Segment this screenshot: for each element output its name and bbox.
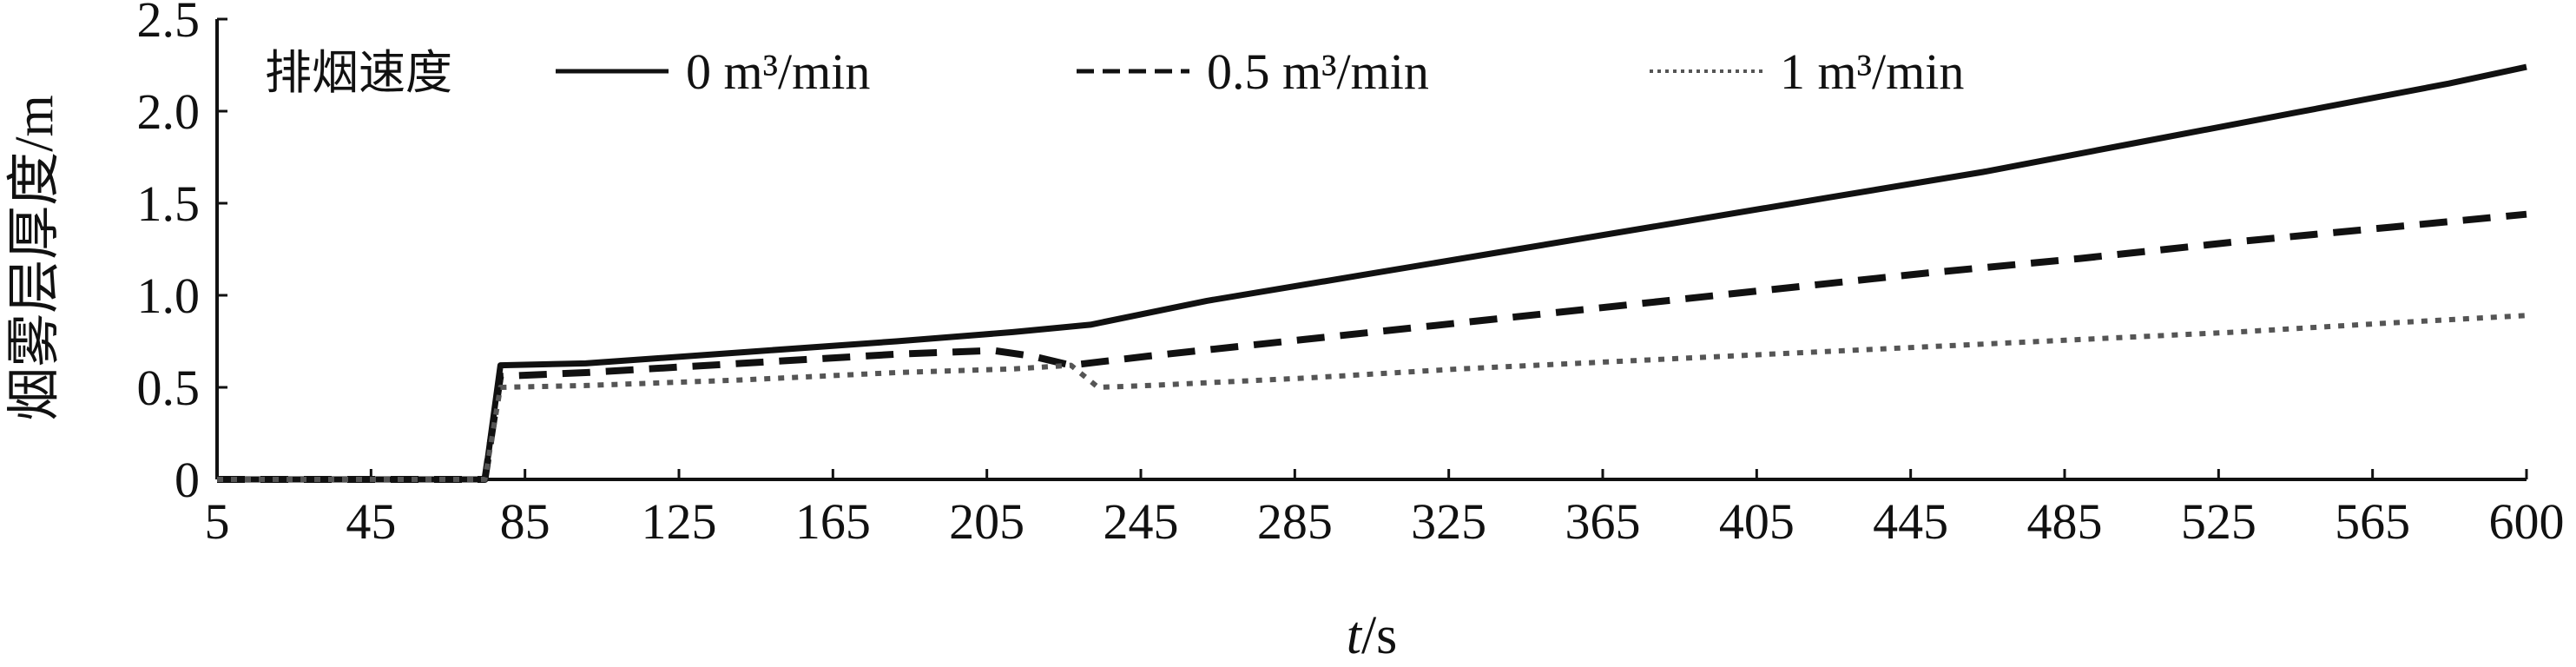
x-tick-label: 125: [642, 493, 717, 550]
x-tick-label: 365: [1565, 493, 1641, 550]
x-tick-label: 205: [949, 493, 1024, 550]
y-tick-label: 2.5: [137, 0, 201, 48]
y-tick-label: 1.5: [137, 175, 201, 232]
x-tick-label: 85: [500, 493, 550, 550]
series-line-solid: [217, 63, 2527, 483]
legend: 排烟速度 0 m³/min 0.5 m³/min 1 m³/min: [265, 43, 1964, 100]
x-axis-label-symbol: t: [1347, 606, 1363, 665]
legend-label: 0 m³/min: [686, 43, 870, 100]
x-tick-label: 245: [1104, 493, 1179, 550]
y-tick-label: 2.0: [137, 83, 201, 140]
x-tick-label: 600: [2489, 493, 2565, 550]
series-lines: [217, 63, 2527, 483]
x-axis-label: t/s: [1347, 606, 1398, 665]
x-tick-label: 45: [346, 493, 396, 550]
legend-label: 0.5 m³/min: [1207, 43, 1429, 100]
x-tick-label: 405: [1719, 493, 1795, 550]
x-tick-label: 325: [1411, 493, 1486, 550]
legend-title: 排烟速度: [265, 45, 452, 100]
x-tick-label: 445: [1873, 493, 1948, 550]
series-line-dashed: [217, 210, 2527, 483]
x-tick-label: 5: [205, 493, 230, 550]
y-tick-label: 1.0: [137, 267, 201, 324]
legend-label: 1 m³/min: [1780, 43, 1964, 100]
y-tick-label: 0: [175, 452, 200, 508]
y-tick-label: 0.5: [137, 360, 201, 416]
x-tick-label: 565: [2335, 493, 2410, 550]
x-tick-label: 525: [2181, 493, 2256, 550]
x-tick-label: 165: [795, 493, 871, 550]
x-tick-label: 485: [2027, 493, 2103, 550]
series-line-dotted: [217, 313, 2527, 482]
x-tick-label: 285: [1257, 493, 1333, 550]
y-axis-label: 烟雾层厚度/m: [5, 95, 64, 420]
x-tick-labels: 5 45 85 125 165 205 245 285 325 365 405 445 485 525 56…: [205, 469, 2565, 550]
x-axis-label-unit: /s: [1361, 606, 1397, 665]
y-tick-labels: 0 0.5 1.0 1.5 2.0 2.5: [137, 0, 227, 508]
